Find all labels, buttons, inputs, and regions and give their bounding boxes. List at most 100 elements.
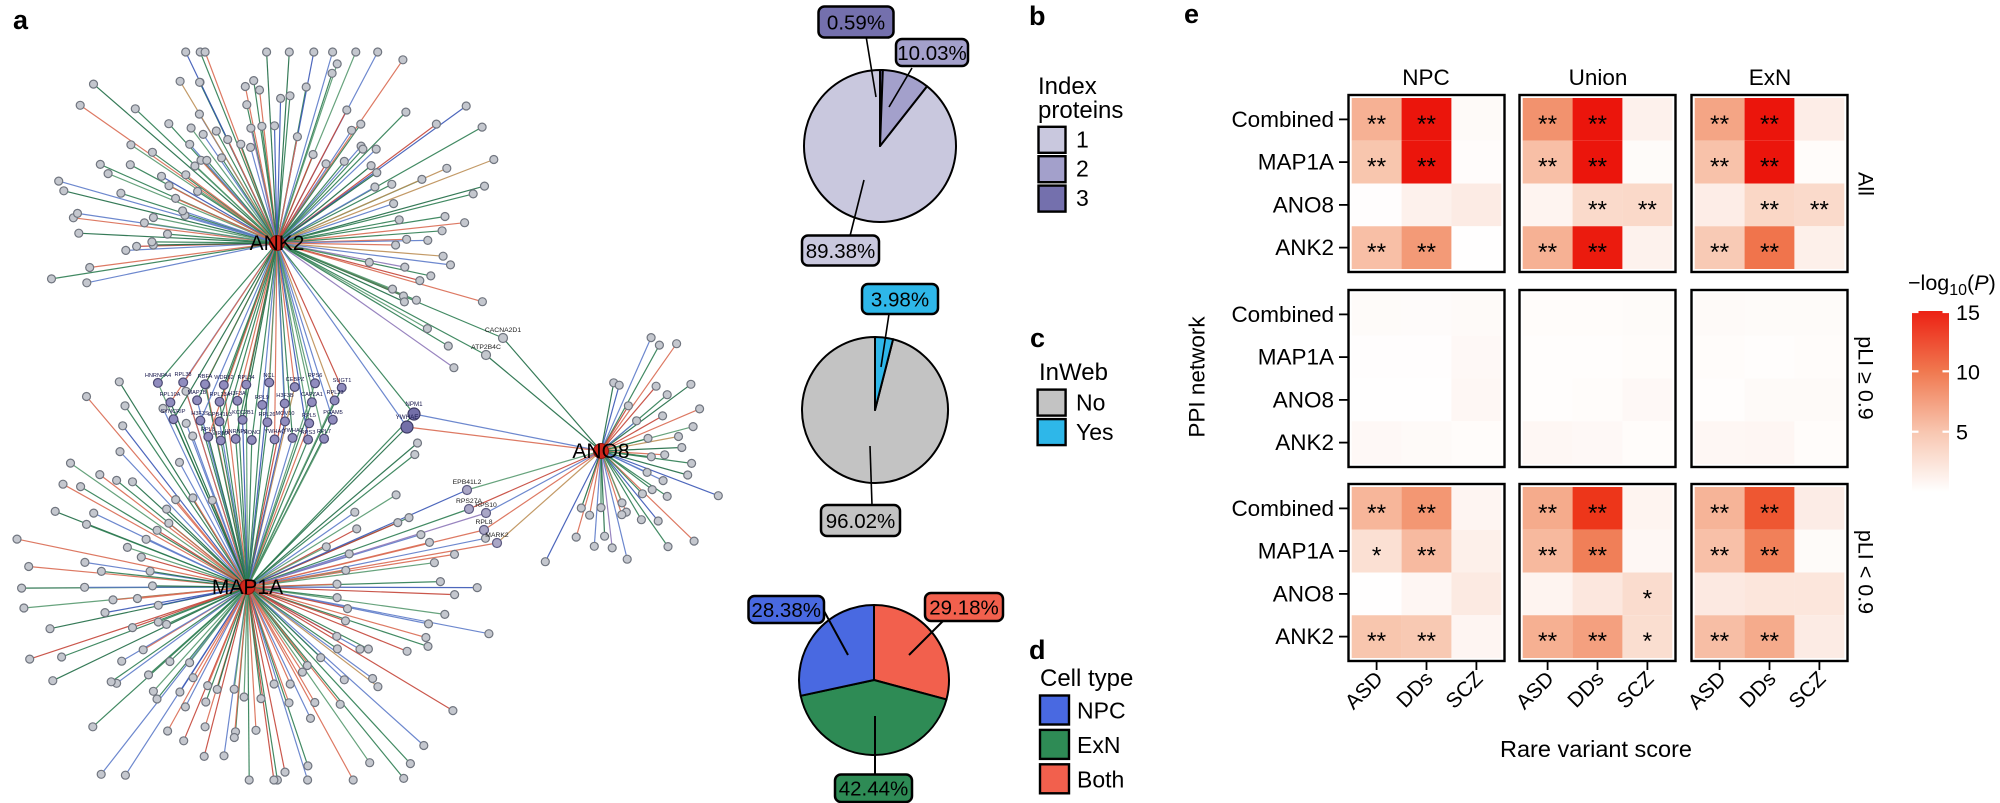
svg-text:pLI < 0.9: pLI < 0.9 xyxy=(1854,530,1878,614)
svg-text:ANO8: ANO8 xyxy=(1273,387,1334,412)
svg-text:CACNA2D1: CACNA2D1 xyxy=(485,327,521,334)
svg-text:CEBPZ: CEBPZ xyxy=(286,377,305,383)
svg-text:**: ** xyxy=(1538,500,1558,527)
svg-text:YWHAE: YWHAE xyxy=(396,414,419,421)
svg-text:WDR62: WDR62 xyxy=(214,375,234,381)
svg-text:**: ** xyxy=(1538,239,1558,266)
svg-text:HNRNPA4: HNRNPA4 xyxy=(145,373,171,379)
svg-text:MARK2: MARK2 xyxy=(485,532,509,539)
svg-text:NPC: NPC xyxy=(1077,698,1126,724)
svg-text:MAP1A: MAP1A xyxy=(1258,150,1334,175)
svg-text:**: ** xyxy=(1760,154,1780,181)
svg-text:MAP1A: MAP1A xyxy=(1258,345,1334,370)
svg-text:**: ** xyxy=(1367,628,1387,655)
svg-text:H3F3A: H3F3A xyxy=(228,391,246,397)
svg-text:**: ** xyxy=(1538,111,1558,138)
svg-text:**: ** xyxy=(1538,154,1558,181)
svg-text:**: ** xyxy=(1417,154,1437,181)
svg-text:ANK2: ANK2 xyxy=(1275,430,1334,455)
svg-text:ExN: ExN xyxy=(1749,65,1792,90)
svg-text:RPL9: RPL9 xyxy=(255,395,269,401)
svg-text:EPB41L2: EPB41L2 xyxy=(453,479,482,486)
svg-text:KCC2B1: KCC2B1 xyxy=(232,410,254,416)
svg-text:**: ** xyxy=(1710,628,1730,655)
svg-text:MAP1A: MAP1A xyxy=(212,576,283,599)
svg-text:**: ** xyxy=(1367,500,1387,527)
svg-text:ANO8: ANO8 xyxy=(572,440,629,463)
svg-text:**: ** xyxy=(1760,628,1780,655)
svg-text:**: ** xyxy=(1760,543,1780,570)
svg-text:H3F3S: H3F3S xyxy=(191,411,209,417)
svg-text:d: d xyxy=(1029,635,1046,665)
svg-text:pLI ≥ 0.9: pLI ≥ 0.9 xyxy=(1854,336,1878,420)
svg-text:RPL7: RPL7 xyxy=(317,429,331,435)
svg-text:**: ** xyxy=(1710,239,1730,266)
svg-text:Cell type: Cell type xyxy=(1040,665,1133,692)
svg-text:**: ** xyxy=(1417,111,1437,138)
svg-text:**: ** xyxy=(1367,154,1387,181)
svg-text:10.03%: 10.03% xyxy=(897,42,967,65)
svg-text:**: ** xyxy=(1417,239,1437,266)
svg-text:ATP2B4C: ATP2B4C xyxy=(471,344,501,351)
svg-text:*: * xyxy=(1643,628,1653,655)
svg-text:Combined: Combined xyxy=(1231,107,1334,132)
svg-text:RPS27A: RPS27A xyxy=(456,498,483,505)
svg-text:**: ** xyxy=(1367,111,1387,138)
svg-text:**: ** xyxy=(1760,196,1780,223)
svg-text:**: ** xyxy=(1538,543,1558,570)
svg-text:YWHAQ: YWHAQ xyxy=(264,429,286,435)
svg-text:RPS6: RPS6 xyxy=(308,373,323,379)
svg-text:Rare variant score: Rare variant score xyxy=(1500,736,1692,762)
svg-text:**: ** xyxy=(1710,543,1730,570)
svg-text:96.02%: 96.02% xyxy=(826,510,896,533)
svg-text:SYNCRIP: SYNCRIP xyxy=(161,409,186,415)
svg-text:EPB41L3: EPB41L3 xyxy=(208,412,232,418)
svg-text:**: ** xyxy=(1760,111,1780,138)
svg-text:10: 10 xyxy=(1956,360,1980,384)
svg-text:InWeb: InWeb xyxy=(1039,359,1108,386)
svg-text:ANO8: ANO8 xyxy=(1273,581,1334,606)
svg-text:RPL13A: RPL13A xyxy=(210,392,231,398)
svg-text:*: * xyxy=(1372,543,1382,570)
svg-text:RPL23: RPL23 xyxy=(326,390,343,396)
svg-text:MAP1A: MAP1A xyxy=(1258,539,1334,564)
svg-text:RPL26: RPL26 xyxy=(258,412,275,418)
svg-text:RPL8: RPL8 xyxy=(201,427,215,433)
svg-text:MAP1B: MAP1B xyxy=(188,390,207,396)
svg-text:**: ** xyxy=(1417,500,1437,527)
svg-text:Yes: Yes xyxy=(1076,419,1114,445)
svg-text:NONO: NONO xyxy=(244,430,261,436)
svg-text:**: ** xyxy=(1810,196,1830,223)
svg-text:ANK2: ANK2 xyxy=(1275,624,1334,649)
svg-text:ANK2: ANK2 xyxy=(250,232,305,255)
svg-text:**: ** xyxy=(1588,543,1608,570)
svg-text:proteins: proteins xyxy=(1038,97,1123,124)
svg-text:RPL8: RPL8 xyxy=(475,519,492,526)
svg-text:No: No xyxy=(1076,390,1105,416)
svg-text:e: e xyxy=(1184,0,1199,29)
svg-text:RPS3: RPS3 xyxy=(301,430,316,436)
svg-text:**: ** xyxy=(1588,196,1608,223)
svg-text:PPI network: PPI network xyxy=(1185,316,1210,438)
svg-text:**: ** xyxy=(1710,500,1730,527)
svg-text:b: b xyxy=(1029,1,1046,31)
svg-text:0.59%: 0.59% xyxy=(827,11,885,34)
svg-text:Index: Index xyxy=(1038,73,1097,100)
svg-text:c: c xyxy=(1030,323,1045,353)
svg-text:42.44%: 42.44% xyxy=(839,778,909,801)
svg-text:**: ** xyxy=(1538,628,1558,655)
svg-text:Both: Both xyxy=(1077,766,1124,792)
svg-text:RBFA: RBFA xyxy=(198,374,213,380)
svg-text:3: 3 xyxy=(1076,185,1089,211)
svg-text:MOV10: MOV10 xyxy=(276,411,295,417)
svg-text:**: ** xyxy=(1367,239,1387,266)
svg-text:**: ** xyxy=(1638,196,1658,223)
svg-text:a: a xyxy=(13,5,29,35)
svg-text:SUGT1: SUGT1 xyxy=(333,378,352,384)
svg-text:**: ** xyxy=(1710,154,1730,181)
svg-text:RPS10: RPS10 xyxy=(475,502,497,509)
svg-text:**: ** xyxy=(1588,111,1608,138)
svg-text:H3F3B: H3F3B xyxy=(276,393,294,399)
svg-text:RPL5: RPL5 xyxy=(302,413,316,419)
svg-text:Combined: Combined xyxy=(1231,302,1334,327)
